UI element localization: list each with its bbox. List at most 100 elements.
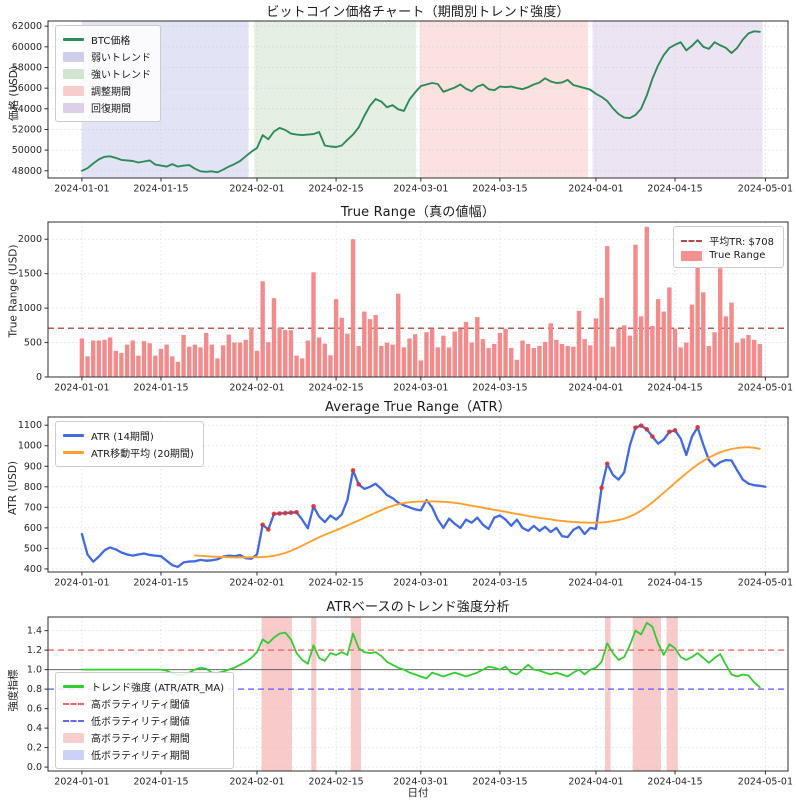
legend-label: True Range <box>709 250 766 261</box>
legend-item: 平均TR: $708 <box>681 233 774 248</box>
dashed-line-swatch-icon <box>63 719 84 722</box>
svg-text:2024-01-01: 2024-01-01 <box>54 578 109 589</box>
svg-text:2024-02-15: 2024-02-15 <box>308 184 363 195</box>
legend-label: ATR (14期間) <box>91 432 154 443</box>
legend-item: True Range <box>681 250 774 261</box>
trend-strength-chart: ATRベースのトレンド強度分析 強度指標 2024-01-01 2024-01-1… <box>0 595 796 800</box>
svg-text:2024-02-01: 2024-02-01 <box>229 777 284 788</box>
legend-item: 低ボラティリティ期間 <box>63 747 224 762</box>
svg-text:700: 700 <box>24 502 42 513</box>
svg-text:2024-03-15: 2024-03-15 <box>472 383 527 394</box>
svg-text:50000: 50000 <box>12 145 42 156</box>
legend-item: ATR移動平均 (20期間) <box>63 445 194 460</box>
legend-label: 回復期間 <box>91 104 131 115</box>
svg-text:56000: 56000 <box>12 83 42 94</box>
svg-text:2024-02-15: 2024-02-15 <box>308 383 363 394</box>
svg-text:500: 500 <box>24 338 42 349</box>
patch-swatch-icon <box>63 749 84 760</box>
patch-swatch-icon <box>63 732 84 743</box>
legend-item: 高ボラティリティ期間 <box>63 730 224 745</box>
atr-legend: ATR (14期間) ATR移動平均 (20期間) <box>55 421 204 467</box>
svg-text:0.6: 0.6 <box>27 704 42 715</box>
true-range-legend: 平均TR: $708 True Range <box>673 226 784 268</box>
svg-text:0.8: 0.8 <box>27 684 42 695</box>
svg-text:2000: 2000 <box>18 234 42 245</box>
svg-text:0.0: 0.0 <box>27 762 42 773</box>
svg-text:2024-04-01: 2024-04-01 <box>568 383 623 394</box>
legend-item: トレンド強度 (ATR/ATR_MA) <box>63 679 224 694</box>
svg-text:2024-01-15: 2024-01-15 <box>133 777 188 788</box>
legend-item: 低ボラティリティ閾値 <box>63 713 224 728</box>
svg-text:2024-05-01: 2024-05-01 <box>738 184 793 195</box>
legend-label: 調整期間 <box>91 87 131 98</box>
legend-item: 強いトレンド <box>63 66 151 81</box>
svg-text:2024-01-01: 2024-01-01 <box>54 777 109 788</box>
dashed-line-swatch-icon <box>63 702 84 705</box>
x-axis-label: 日付 <box>407 787 429 799</box>
dashed-line-swatch-icon <box>681 239 703 242</box>
true-range-chart-title: True Range（真の値幅） <box>340 205 496 220</box>
svg-text:2024-01-01: 2024-01-01 <box>54 383 109 394</box>
legend-item: ATR (14期間) <box>63 428 194 443</box>
svg-text:54000: 54000 <box>12 104 42 115</box>
legend-label: 低ボラティリティ期間 <box>91 751 190 762</box>
svg-text:2024-03-01: 2024-03-01 <box>393 777 448 788</box>
true-range-plot: 2024-01-01 2024-01-15 2024-02-01 2024-02-15… <box>18 221 793 394</box>
trend-strength-chart-title: ATRベースのトレンド強度分析 <box>326 600 510 615</box>
legend-label: 高ボラティリティ閾値 <box>91 700 190 711</box>
trend-strength-legend: トレンド強度 (ATR/ATR_MA) 高ボラティリティ閾値 低ボラティリティ閾値高… <box>55 672 235 769</box>
svg-text:0: 0 <box>36 372 42 383</box>
patch-swatch-icon <box>681 250 703 261</box>
legend-item: 高ボラティリティ閾値 <box>63 696 224 711</box>
atr-chart: Average True Range（ATR） ATR (USD) 2024-0… <box>0 395 796 595</box>
price-legend: BTC価格弱いトレンド強いトレンド 調整期間回復期間 <box>55 25 161 122</box>
legend-item: 弱いトレンド <box>63 49 151 64</box>
svg-text:2024-04-15: 2024-04-15 <box>647 777 702 788</box>
legend-label: ATR移動平均 (20期間) <box>91 449 194 460</box>
price-chart-title: ビットコイン価格チャート（期間別トレンド強度） <box>266 5 570 20</box>
line-swatch-icon <box>63 38 84 41</box>
svg-text:2024-04-01: 2024-04-01 <box>568 777 623 788</box>
svg-text:2024-02-15: 2024-02-15 <box>308 578 363 589</box>
svg-text:2024-02-15: 2024-02-15 <box>308 777 363 788</box>
svg-text:2024-03-01: 2024-03-01 <box>393 383 448 394</box>
legend-label: 低ボラティリティ閾値 <box>91 717 190 728</box>
svg-text:1.4: 1.4 <box>27 626 42 637</box>
price-chart: ビットコイン価格チャート（期間別トレンド強度） 価格 (USD) 2024-01… <box>0 0 796 200</box>
legend-label: 強いトレンド <box>91 70 151 81</box>
svg-text:58000: 58000 <box>12 62 42 73</box>
legend-label: トレンド強度 (ATR/ATR_MA) <box>91 683 225 694</box>
svg-text:2024-03-15: 2024-03-15 <box>472 777 527 788</box>
svg-text:0.4: 0.4 <box>27 723 42 734</box>
svg-text:1.0: 1.0 <box>27 665 42 676</box>
svg-text:2024-02-01: 2024-02-01 <box>229 184 284 195</box>
svg-text:2024-01-15: 2024-01-15 <box>133 578 188 589</box>
svg-text:0.2: 0.2 <box>27 743 42 754</box>
svg-text:1000: 1000 <box>18 441 42 452</box>
svg-text:2024-03-15: 2024-03-15 <box>472 184 527 195</box>
line-swatch-icon <box>63 451 84 454</box>
svg-text:1.2: 1.2 <box>27 645 42 656</box>
svg-text:2024-05-01: 2024-05-01 <box>738 777 793 788</box>
svg-text:2024-01-15: 2024-01-15 <box>133 383 188 394</box>
svg-text:2024-04-01: 2024-04-01 <box>568 184 623 195</box>
legend-item: 回復期間 <box>63 100 151 115</box>
svg-text:500: 500 <box>24 543 42 554</box>
svg-text:62000: 62000 <box>12 21 42 32</box>
svg-text:1500: 1500 <box>18 269 42 280</box>
svg-text:60000: 60000 <box>12 42 42 53</box>
line-swatch-icon <box>63 434 84 437</box>
svg-text:1100: 1100 <box>18 420 42 431</box>
svg-text:600: 600 <box>24 523 42 534</box>
legend-label: BTC価格 <box>91 36 131 47</box>
legend-label: 平均TR: $708 <box>709 237 774 248</box>
patch-swatch-icon <box>63 68 84 79</box>
atr-chart-title: Average True Range（ATR） <box>325 400 511 415</box>
svg-text:2024-03-01: 2024-03-01 <box>393 184 448 195</box>
svg-text:2024-05-01: 2024-05-01 <box>738 383 793 394</box>
svg-text:1000: 1000 <box>18 303 42 314</box>
svg-text:2024-04-15: 2024-04-15 <box>647 578 702 589</box>
svg-text:52000: 52000 <box>12 124 42 135</box>
svg-text:2024-02-01: 2024-02-01 <box>229 383 284 394</box>
